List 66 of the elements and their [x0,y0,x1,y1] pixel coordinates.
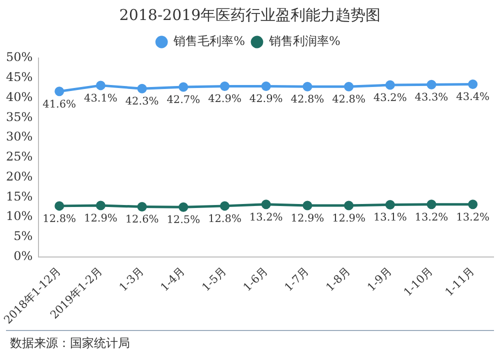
point [96,80,106,90]
data-label: 43.4% [456,91,490,104]
data-label: 12.8% [42,212,76,225]
point [96,200,106,210]
point [54,201,64,211]
data-label: 12.9% [332,212,366,225]
y-tick-label: 20% [6,169,33,184]
chart-title: 2018-2019年医药行业盈利能力趋势图 [118,5,382,26]
x-tick-label: 1-8月 [323,264,353,294]
point [302,82,312,92]
point [426,200,436,210]
data-label: 42.9% [208,93,242,106]
data-label: 42.7% [166,94,200,106]
point [385,200,395,210]
data-label: 13.2% [249,211,283,224]
point [468,200,478,210]
data-label: 12.5% [166,214,200,226]
source-note: 数据来源：国家统计局 [6,330,494,356]
data-label: 12.9% [290,212,324,225]
point [261,81,271,91]
point [426,80,436,90]
data-label: 42.3% [125,96,159,108]
data-label: 41.6% [42,98,76,110]
point [468,79,478,89]
point [137,202,147,212]
point [178,82,188,92]
legend-label: 销售利润率% [268,34,340,48]
data-label: 43.3% [414,92,448,104]
point [220,201,230,211]
x-tick-label: 1-4月 [158,264,188,294]
y-tick-label: 30% [6,130,33,144]
data-label: 43.1% [84,92,118,104]
data-label: 43.2% [373,92,407,104]
data-label: 13.1% [373,212,407,224]
legend-label: 销售毛利率% [172,34,246,48]
point [344,200,354,210]
data-label: 42.9% [249,93,283,106]
point [54,86,64,96]
point [178,202,188,212]
point [137,84,147,94]
data-label: 12.9% [84,212,118,225]
point [385,80,395,90]
y-tick-label: 15% [6,189,33,204]
point [344,82,354,92]
y-tick-label: 35% [6,110,33,124]
x-tick-label: 1-5月 [199,264,229,294]
y-tick-label: 25% [6,150,33,164]
y-tick-label: 45% [6,70,33,84]
x-tick-label: 1-3月 [116,264,146,294]
y-tick-label: 0% [14,248,33,263]
x-tick-label: 1-9月 [364,264,394,294]
data-label: 42.8% [332,94,366,106]
y-tick-label: 10% [6,209,33,224]
x-tick-label: 1-7月 [282,264,312,294]
x-tick-label: 1-6月 [240,264,270,294]
y-tick-label: 40% [6,90,33,104]
point [261,200,271,210]
point [220,81,230,91]
y-tick-label: 50% [6,50,33,64]
y-tick-label: 5% [14,229,33,244]
data-label: 42.8% [290,94,324,106]
data-label: 12.6% [125,214,159,226]
point [302,200,312,210]
data-label: 13.2% [456,211,490,224]
data-label: 12.8% [208,212,242,225]
data-label: 13.2% [414,211,448,224]
